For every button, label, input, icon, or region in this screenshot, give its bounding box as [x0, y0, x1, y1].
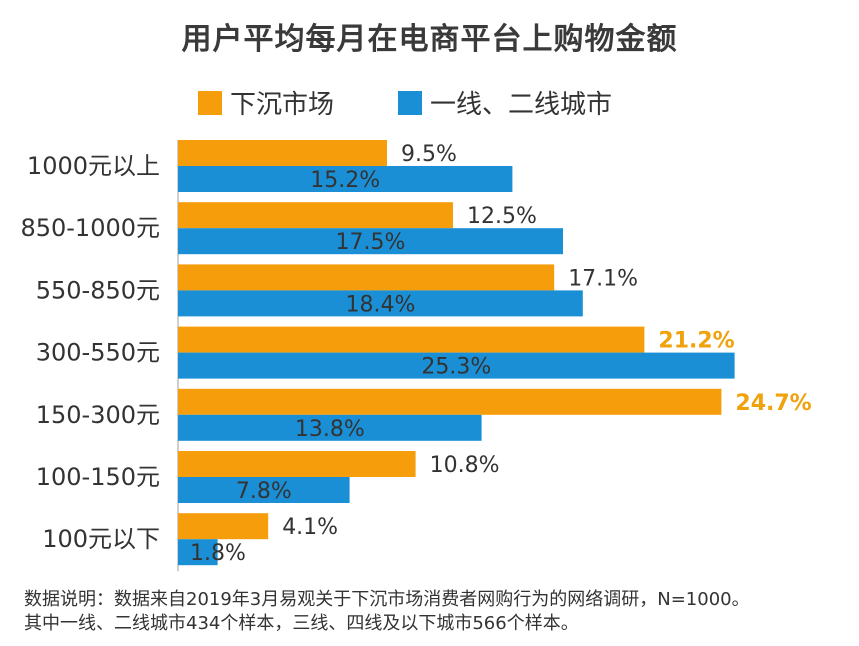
data-label: 1.8%: [190, 541, 246, 566]
data-label: 21.2%: [658, 329, 734, 354]
data-label: 13.8%: [295, 417, 365, 442]
data-label: 17.1%: [568, 266, 638, 291]
bar-series2: [178, 539, 218, 566]
legend: 下沉市场 一线、二线城市: [198, 84, 676, 121]
data-label: 10.8%: [430, 453, 500, 478]
bar-series2: [178, 477, 350, 503]
legend-swatch-series1: [198, 90, 222, 115]
data-note-line-2: 其中一线、二线城市434个样本，三线、四线及以下城市566个样本。: [24, 613, 579, 634]
data-label: 4.1%: [282, 515, 338, 540]
category-label: 300-550元: [36, 339, 160, 367]
legend-label-series2: 一线、二线城市: [430, 90, 613, 120]
data-label: 25.3%: [421, 355, 491, 380]
data-note: 数据说明：数据来自2019年3月易观关于下沉市场消费者网购行为的网络调研，N=1…: [24, 588, 750, 636]
category-label: 550-850元: [36, 276, 160, 304]
bar-series1: [178, 388, 722, 415]
legend-label-series1: 下沉市场: [230, 90, 335, 120]
legend-swatch-series2: [398, 90, 423, 115]
category-label: 1000元以上: [27, 152, 160, 180]
legend-item-series1: 下沉市场: [198, 84, 334, 121]
data-label: 12.5%: [467, 204, 537, 229]
bar-series2: [178, 166, 513, 192]
bar-series1: [178, 140, 387, 166]
bar-series2: [178, 352, 735, 379]
bar-series2: [178, 414, 482, 441]
legend-item-series2: 一线、二线城市: [398, 84, 612, 121]
bar-series2: [178, 228, 563, 255]
chart-title: 用户平均每月在电商平台上购物金额: [181, 22, 678, 57]
bar-series1: [178, 326, 645, 353]
data-label: 7.8%: [236, 479, 292, 504]
category-label: 850-1000元: [20, 214, 160, 242]
data-label: 9.5%: [401, 142, 457, 167]
data-label: 24.7%: [735, 391, 811, 416]
category-label: 100元以下: [42, 525, 160, 553]
category-label: 100-150元: [36, 463, 160, 491]
data-label: 17.5%: [336, 230, 406, 255]
bar-series2: [178, 290, 583, 317]
data-label: 15.2%: [310, 168, 380, 193]
category-label: 150-300元: [36, 401, 160, 429]
bar-series1: [178, 451, 416, 477]
bar-series1: [178, 264, 555, 291]
bar-series1: [178, 513, 269, 540]
data-note-line-1: 数据说明：数据来自2019年3月易观关于下沉市场消费者网购行为的网络调研，N=1…: [24, 589, 750, 610]
data-label: 18.4%: [345, 292, 415, 317]
bar-series1: [178, 202, 453, 229]
